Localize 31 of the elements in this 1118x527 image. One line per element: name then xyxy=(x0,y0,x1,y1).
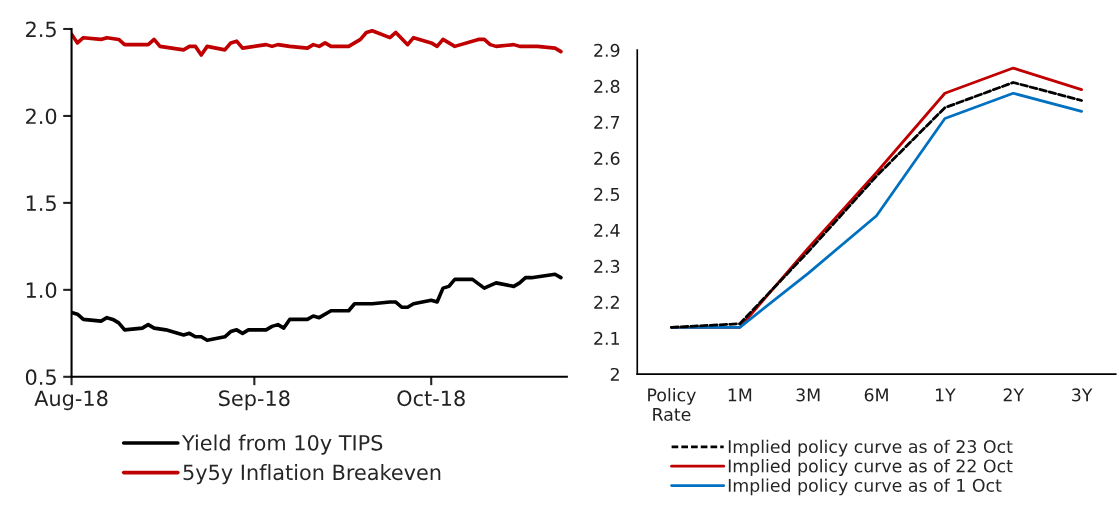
y-tick-label: 2.8 xyxy=(594,79,620,93)
legend-label: Implied policy curve as of 1 Oct xyxy=(728,478,1002,496)
x-tick-label: Policy Rate xyxy=(648,388,696,421)
legend-label: Yield from 10y TIPS xyxy=(181,434,383,455)
y-tick-label: 2.6 xyxy=(594,151,620,165)
y-tick-label: 2.0 xyxy=(26,108,57,125)
y-tick-label: 2.1 xyxy=(594,331,619,345)
x-tick-label: Sep-18 xyxy=(219,390,290,411)
y-tick-label: 2.9 xyxy=(594,43,620,57)
line-series xyxy=(71,28,563,57)
x-tick-label: 1Y xyxy=(935,388,956,402)
y-tick-label: 2.7 xyxy=(594,115,620,129)
x-tick-label: 2Y xyxy=(1003,388,1025,402)
legend-label: 5y5y Inflation Breakeven xyxy=(183,464,441,485)
y-tick-label: 2.5 xyxy=(594,187,620,201)
x-tick-label: 3Y xyxy=(1072,388,1093,402)
y-tick-label: 2.5 xyxy=(26,21,56,38)
y-tick-label: 2.3 xyxy=(594,259,620,273)
x-tick-label: 3M xyxy=(796,388,820,402)
y-tick-label: 1.5 xyxy=(26,195,56,212)
x-tick-label: Oct-18 xyxy=(397,390,465,407)
x-tick-label: 6M xyxy=(864,388,888,402)
y-tick-label: 1.0 xyxy=(26,282,57,299)
legend-label: Implied policy curve as of 23 Oct xyxy=(728,439,1013,457)
y-tick-label: 2.4 xyxy=(594,223,620,237)
y-tick-label: 2.2 xyxy=(594,295,619,309)
y-tick-label: 2 xyxy=(610,367,619,381)
legend-label: Implied policy curve as of 22 Oct xyxy=(728,459,1013,476)
y-tick-label: 0.5 xyxy=(25,369,56,386)
x-tick-label: 1M xyxy=(728,388,752,402)
x-tick-label: Aug-18 xyxy=(34,390,108,411)
